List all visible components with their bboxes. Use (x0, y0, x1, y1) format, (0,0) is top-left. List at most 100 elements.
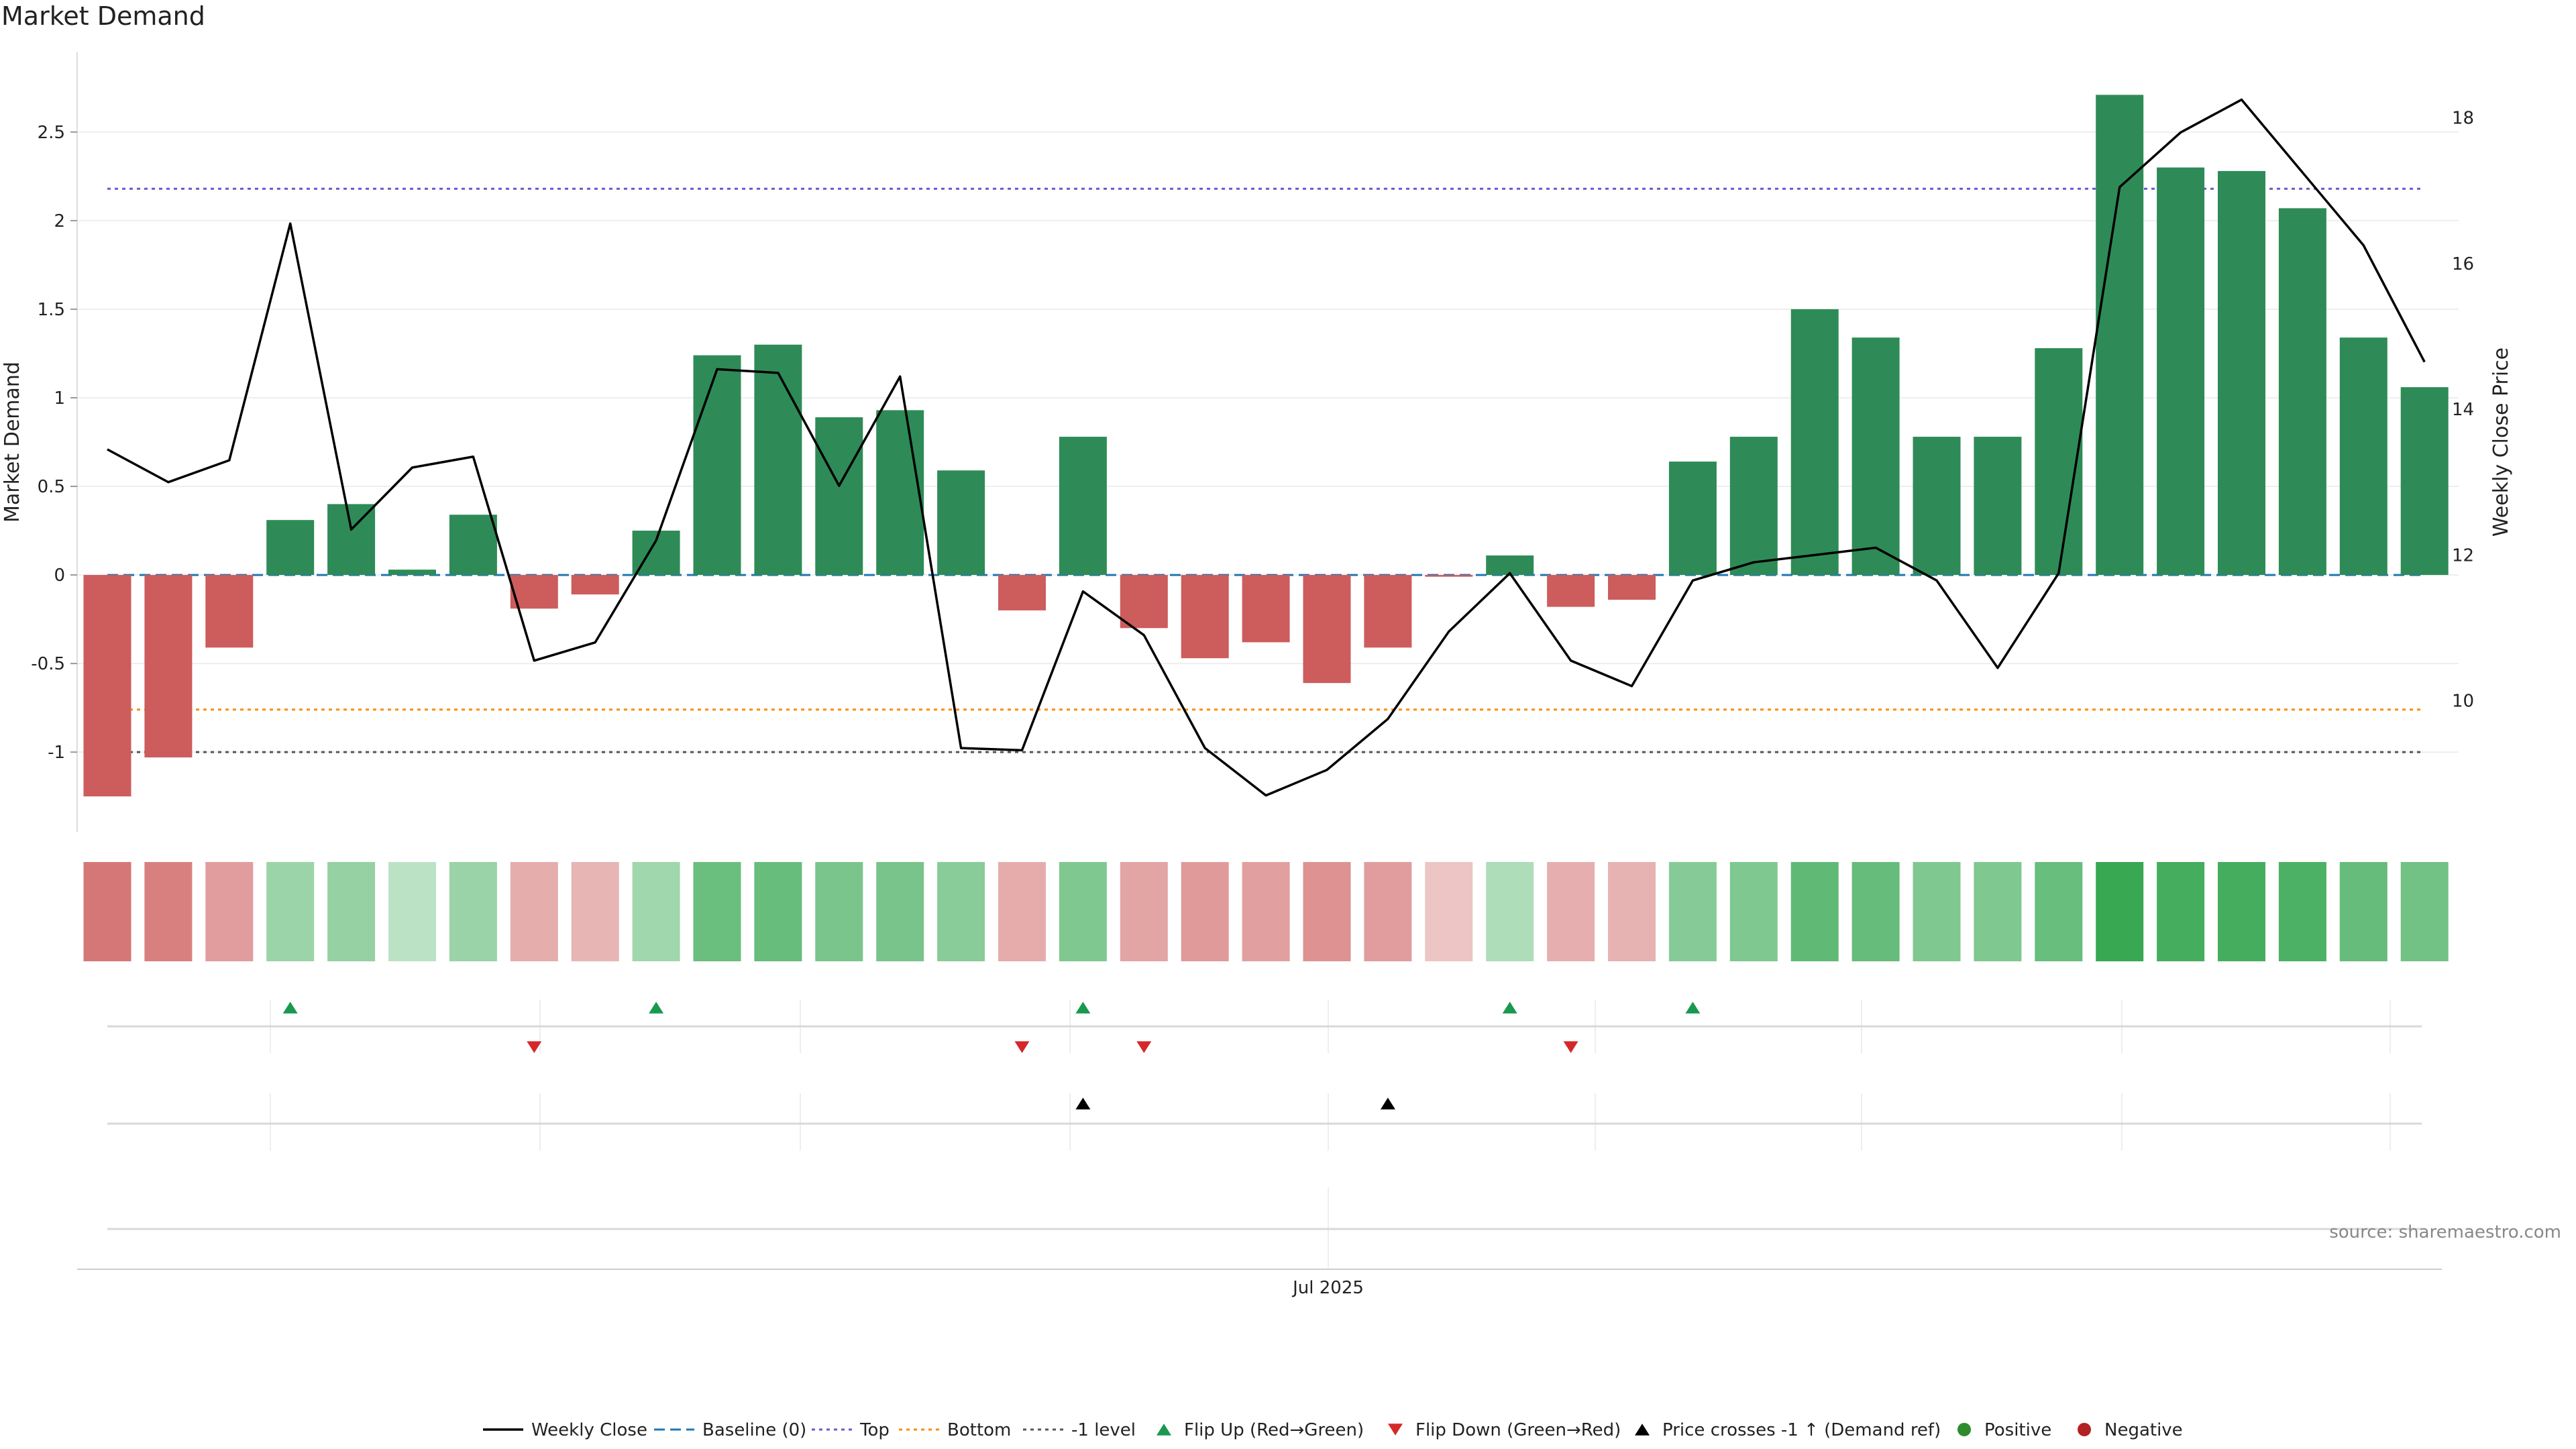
demand-bar (1242, 575, 1290, 643)
demand-bar (1913, 437, 1961, 576)
source-note: source: sharemaestro.com (2329, 1222, 2561, 1242)
demand-bar (1851, 337, 1900, 576)
demand-bar (1668, 462, 1717, 576)
legend-label: Price crosses -1 ↑ (Demand ref) (1662, 1420, 1941, 1440)
heatmap-cell (1059, 862, 1107, 961)
heatmap-cell (2400, 862, 2449, 961)
heatmap-cell (1303, 862, 1351, 961)
heatmap-cell (815, 862, 863, 961)
heatmap-cell (1425, 862, 1473, 961)
demand-bar (83, 575, 131, 797)
demand-bar (1486, 555, 1534, 576)
heatmap-cell (2035, 862, 2083, 961)
demand-bar (1364, 575, 1412, 648)
legend-swatch-dot (1957, 1423, 1971, 1436)
legend-label: Weekly Close (531, 1420, 647, 1440)
legend-item: Baseline (0) (654, 1420, 806, 1440)
demand-bar (937, 470, 985, 576)
heatmap-cell (2096, 862, 2144, 961)
y-right-tick-label: 10 (2452, 692, 2474, 712)
demand-bar (754, 344, 802, 576)
legend-label: -1 level (1071, 1420, 1136, 1440)
demand-bar (388, 570, 436, 576)
legend: Weekly Close Baseline (0) Top Bottom -1 leve… (483, 1420, 2183, 1440)
heatmap-cell (1608, 862, 1656, 961)
demand-bar (1608, 575, 1656, 600)
legend-item: Weekly Close (483, 1420, 647, 1440)
demand-bar (327, 504, 376, 576)
demand-bar (1059, 437, 1107, 576)
heatmap-cell (144, 862, 193, 961)
weekly-close-line (107, 98, 2426, 797)
demand-bar (998, 575, 1046, 610)
heatmap-cell (571, 862, 619, 961)
legend-label: Baseline (0) (702, 1420, 806, 1440)
flip-up-marker (1685, 1002, 1701, 1014)
heatmap-cell (83, 862, 131, 961)
legend-item: Negative (2078, 1420, 2183, 1440)
demand-bar (1790, 309, 1839, 576)
flip-up-marker (649, 1002, 664, 1014)
heatmap-cell (2339, 862, 2387, 961)
legend-label: Top (859, 1420, 890, 1440)
heatmap-cell (1790, 862, 1839, 961)
legend-item: Flip Up (Red→Green) (1157, 1420, 1364, 1440)
heatmap-cell (266, 862, 315, 961)
heatmap-cell (1851, 862, 1900, 961)
demand-bar (876, 410, 924, 576)
heatmap-cell (2278, 862, 2326, 961)
heatmap-cell (937, 862, 985, 961)
demand-bar (2400, 387, 2449, 576)
demand-bar (2339, 337, 2387, 576)
price-cross-marker (1380, 1097, 1395, 1110)
legend-label: Positive (1984, 1420, 2051, 1440)
flip-down-marker (527, 1041, 542, 1053)
demand-bar (571, 575, 619, 595)
heatmap-cell (632, 862, 680, 961)
y-left-tick-label: -1 (48, 743, 65, 763)
demand-bar (2218, 170, 2265, 576)
legend-label: Negative (2104, 1420, 2183, 1440)
demand-bar (205, 575, 254, 648)
heatmap-cell (693, 862, 741, 961)
heatmap-cell (1181, 862, 1229, 961)
legend-item: Bottom (899, 1420, 1011, 1440)
demand-bar (693, 355, 741, 576)
flip-up-marker (282, 1002, 298, 1014)
demand-bar (1120, 575, 1168, 629)
legend-item: Positive (1957, 1420, 2051, 1440)
demand-bar (144, 575, 193, 758)
demand-bar (449, 515, 497, 576)
heatmap-cell (876, 862, 924, 961)
heatmap-cell (388, 862, 436, 961)
y-right-tick-label: 12 (2452, 545, 2474, 566)
legend-swatch-triangle (1635, 1424, 1650, 1436)
heatmap-cell (205, 862, 254, 961)
heatmap-cell (510, 862, 558, 961)
flip-up-marker (1502, 1002, 1517, 1014)
y-right-tick-label: 18 (2452, 109, 2474, 129)
y-right-tick-label: 14 (2452, 400, 2474, 420)
legend-item: -1 level (1023, 1420, 1136, 1440)
y-left-tick-label: 1 (54, 388, 65, 409)
demand-bars (83, 95, 2449, 797)
y-left-tick-label: 2.5 (38, 123, 65, 143)
legend-swatch-triangle (1388, 1424, 1403, 1436)
flip-down-marker (1014, 1041, 1030, 1053)
heatmap-cell (1729, 862, 1778, 961)
heatmap-cell (1974, 862, 2022, 961)
x-tick-label: Jul 2025 (1291, 1278, 1364, 1298)
y-left-tick-label: 2 (54, 211, 65, 231)
demand-bar (1425, 575, 1473, 577)
heatmap-cell (1913, 862, 1961, 961)
demand-bar (1547, 575, 1595, 607)
demand-bar (266, 520, 315, 576)
heatmap-cell (1120, 862, 1168, 961)
event-panels (77, 1000, 2442, 1270)
flip-down-marker (1136, 1041, 1152, 1053)
demand-bar (815, 417, 863, 576)
reference-lines (107, 187, 2422, 753)
legend-item: Price crosses -1 ↑ (Demand ref) (1635, 1420, 1941, 1440)
chart-title: Market Demand (1, 1, 205, 31)
